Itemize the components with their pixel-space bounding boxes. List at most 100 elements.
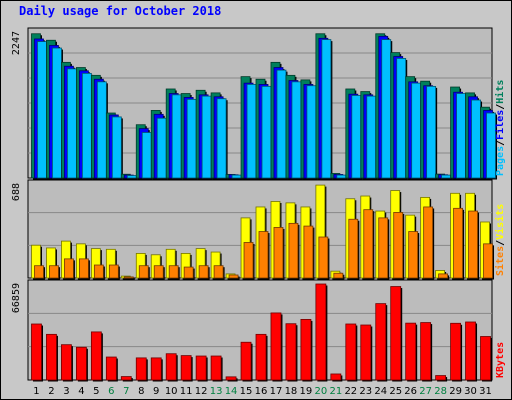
legend-entry-files: Files (494, 110, 506, 140)
legend: Sites/Visits (494, 204, 506, 276)
pages-bar (276, 69, 287, 179)
legend: KBytes (495, 342, 506, 378)
pages-bar (411, 82, 422, 179)
kbytes-bar (31, 323, 42, 381)
kbytes-bar (480, 336, 491, 381)
sites-bar (108, 264, 119, 279)
sites-bar (438, 273, 449, 279)
x-tick-label: 27 (419, 386, 432, 397)
pages-bar (396, 58, 407, 179)
sites-bar (243, 242, 254, 279)
x-tick-label: 25 (389, 386, 402, 397)
kbytes-bar (390, 286, 402, 381)
legend-separator: / (495, 240, 506, 246)
sites-bar (198, 265, 209, 279)
x-tick-label: 29 (449, 386, 462, 397)
x-tick-label: 5 (93, 386, 99, 397)
sites-bar (393, 212, 404, 279)
kbytes-bar (105, 356, 117, 381)
pages-bar (111, 116, 122, 179)
pages-bar (186, 98, 197, 179)
pages-bar (336, 174, 347, 179)
sites-bar (34, 265, 44, 279)
pages-bar (81, 72, 92, 179)
kbytes-bar (150, 357, 162, 381)
pages-bar (141, 132, 152, 179)
legend: Pages/Files/Hits (494, 80, 506, 176)
legend-entry-kbytes: KBytes (495, 342, 506, 378)
kbytes-bar (210, 355, 222, 381)
sites-bar (348, 218, 359, 279)
legend-separator: / (495, 104, 506, 110)
kbytes-bar (270, 312, 282, 381)
x-tick-label: 24 (374, 386, 387, 397)
x-tick-label: 22 (344, 386, 357, 397)
sites-bar (408, 231, 419, 279)
kbytes-bar (405, 322, 417, 381)
x-tick-label: 2 (48, 386, 54, 397)
sites-bar (138, 265, 149, 279)
pages-bar (216, 98, 227, 179)
pages-bar (201, 95, 212, 179)
kbytes-bar (315, 283, 327, 381)
x-tick-label: 30 (464, 386, 477, 397)
pages-bar (426, 85, 437, 179)
kbytes-bar (435, 375, 447, 381)
legend-separator: / (495, 140, 506, 146)
x-tick-label: 12 (195, 386, 208, 397)
x-tick-label: 13 (210, 386, 223, 397)
pages-bar (321, 39, 332, 179)
sites-bar (78, 258, 89, 279)
sites-bar (483, 243, 493, 279)
kbytes-bar (300, 319, 312, 381)
chart-title: Daily usage for October 2018 (19, 4, 222, 18)
pages-bar (306, 85, 317, 179)
pages-bar (156, 117, 167, 179)
kbytes-bar (75, 346, 87, 381)
x-tick-label: 26 (404, 386, 417, 397)
kbytes-bar (46, 333, 57, 381)
x-tick-label: 1 (33, 386, 39, 397)
sites-bar (288, 222, 299, 279)
kbytes-bar (165, 353, 177, 381)
pages-bar (351, 95, 362, 179)
legend-entry-sites: Sites (494, 246, 506, 276)
x-tick-label: 23 (359, 386, 372, 397)
pages-bar (96, 81, 107, 179)
pages-bar (291, 81, 302, 179)
x-tick-label: 6 (108, 386, 114, 397)
kbytes-bar (90, 331, 102, 381)
sites-bar (318, 236, 329, 279)
x-tick-label: 19 (300, 386, 313, 397)
x-tick-label: 18 (285, 386, 298, 397)
kbytes-bar (61, 344, 72, 381)
x-tick-label: 11 (180, 386, 193, 397)
sites-bar (468, 210, 478, 279)
x-tick-label: 20 (315, 386, 328, 397)
kbytes-bar (345, 323, 357, 381)
sites-bar (183, 266, 194, 279)
x-tick-label: 3 (63, 386, 69, 397)
x-tick-label: 8 (138, 386, 144, 397)
sites-bar (378, 217, 389, 279)
x-tick-label: 10 (165, 386, 178, 397)
kbytes-bar (375, 303, 387, 381)
x-tick-label: 15 (240, 386, 253, 397)
pages-bar (231, 174, 242, 179)
x-tick-label: 14 (225, 386, 238, 397)
sites-bar (333, 272, 344, 279)
pages-bar (37, 41, 47, 179)
kbytes-bar (330, 373, 342, 381)
sites-bar (153, 265, 164, 279)
sites-bar (423, 206, 434, 279)
kbytes-bar (120, 376, 132, 381)
x-tick-label: 16 (255, 386, 268, 397)
sites-bar (168, 265, 179, 279)
pages-bar (456, 93, 466, 179)
sites-bar (49, 265, 59, 279)
x-tick-label: 28 (434, 386, 447, 397)
kbytes-bar (465, 321, 476, 381)
kbytes-bar (225, 376, 237, 381)
